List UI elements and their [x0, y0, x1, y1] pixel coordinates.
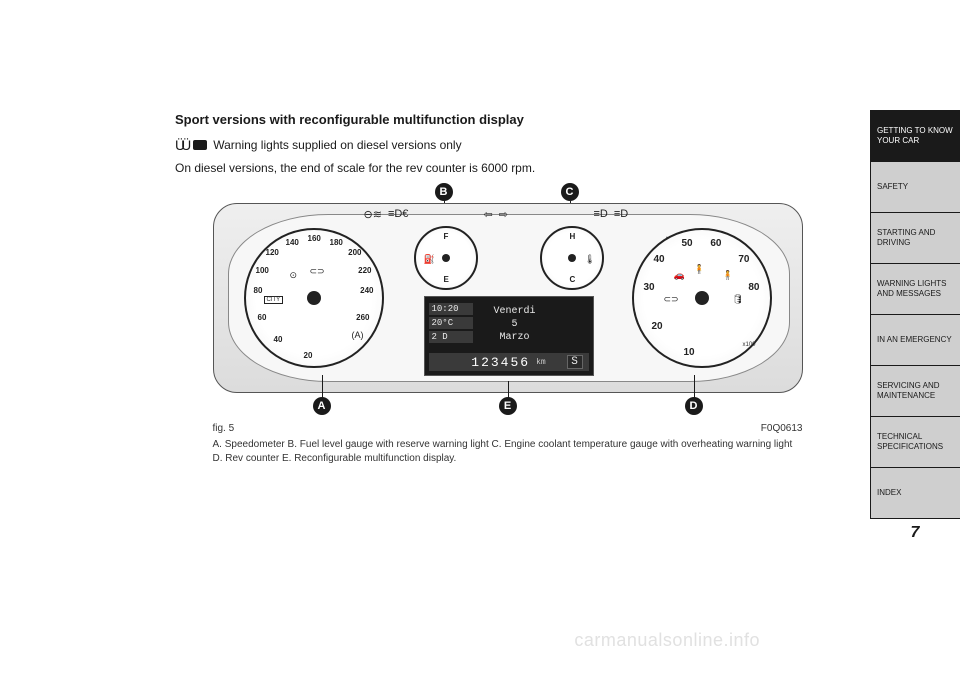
speedo-num: 120 [266, 248, 279, 257]
speedo-num: 220 [358, 266, 371, 275]
rear-fog-icon: ⊖≋ [364, 208, 382, 221]
temp-gauge: H C 🌡 [540, 226, 604, 290]
rev-counter: 10 20 30 40 50 60 70 80 x100 🚗 🧍 🧍 ⊂⊃ 🛢 [632, 228, 772, 368]
figure-code: F0Q0613 [761, 423, 803, 434]
oil-icon: 🛢 [732, 294, 743, 305]
speedo-num: 140 [286, 238, 299, 247]
fuel-full-label: F [444, 232, 449, 241]
instrument-cluster: ⊖≋ ≡D€ ⇦ ⇨ ≡D ≡D (P) △ 20 [213, 185, 803, 395]
display-time: 10:20 [429, 303, 473, 315]
speedo-num: 100 [256, 266, 269, 275]
tacho-num: 30 [644, 282, 655, 293]
warning-supplied-line: ÜÜ Warning lights supplied on diesel ver… [175, 137, 840, 153]
x100-label: x100 [742, 342, 755, 348]
tab-index[interactable]: INDEX [870, 467, 960, 519]
door-icon: 🚗 [674, 270, 685, 281]
indicator-group-right: ≡D ≡D [594, 208, 629, 220]
tacho-num: 70 [738, 254, 749, 265]
tacho-num: 60 [710, 238, 721, 249]
speedometer: 20 40 60 80 100 120 140 160 180 200 220 … [244, 228, 384, 368]
callout-a: A [313, 397, 331, 415]
tab-emergency[interactable]: IN AN EMERGENCY [870, 314, 960, 366]
tacho-num: 40 [654, 254, 665, 265]
temp-hot-label: H [570, 232, 576, 241]
tab-technical[interactable]: TECHNICAL SPECIFICATIONS [870, 416, 960, 468]
tab-safety[interactable]: SAFETY [870, 161, 960, 213]
page-content: Sport versions with reconfigurable multi… [0, 0, 870, 679]
abs-icon: (A) [352, 330, 364, 340]
indicator-group-left: ⊖≋ ≡D€ [364, 208, 409, 221]
multifunction-display: 10:20 20°C 2 D Venerdi 5 Marzo 123456 km [424, 296, 594, 376]
cluster-frame: ⊖≋ ≡D€ ⇦ ⇨ ≡D ≡D (P) △ 20 [213, 203, 803, 393]
tacho-num: 50 [682, 238, 693, 249]
warning-text: Warning lights supplied on diesel versio… [213, 138, 461, 152]
tacho-num: 10 [684, 347, 695, 358]
figure-label: fig. 5 [213, 423, 235, 434]
dial-center [695, 291, 709, 305]
water-in-fuel-icon [193, 140, 207, 150]
section-heading: Sport versions with reconfigurable multi… [175, 112, 840, 127]
speedo-num: 260 [356, 313, 369, 322]
dial-center [568, 254, 576, 262]
city-badge: CITY [264, 296, 284, 304]
sidelight-icon: ≡D [594, 208, 608, 220]
display-left-column: 10:20 20°C 2 D [429, 303, 473, 343]
speedo-num: 240 [360, 286, 373, 295]
fuel-empty-label: E [444, 275, 449, 284]
odometer-unit: km [536, 358, 546, 367]
speedo-num: 200 [348, 248, 361, 257]
display-odo-row: 123456 km S [429, 353, 589, 371]
figure-caption-row: fig. 5 F0Q0613 [213, 423, 803, 434]
display-distance: 2 D [429, 331, 473, 343]
tab-warning-lights[interactable]: WARNING LIGHTS AND MESSAGES [870, 263, 960, 315]
temp-cold-label: C [570, 275, 576, 284]
display-day: Venerdi [480, 305, 550, 318]
tacho-num: 20 [652, 321, 663, 332]
callout-line [322, 375, 323, 399]
callout-e: E [499, 397, 517, 415]
page-number: 7 [870, 524, 960, 542]
tab-getting-to-know[interactable]: GETTING TO KNOW YOUR CAR [870, 110, 960, 162]
tab-starting-driving[interactable]: STARTING AND DRIVING [870, 212, 960, 264]
speedo-num: 60 [258, 313, 267, 322]
turn-left-icon: ⇦ [484, 208, 493, 221]
watermark: carmanualsonline.info [574, 630, 760, 651]
instrument-cluster-figure: B C ⊖≋ ≡D€ ⇦ ⇨ ≡D [213, 185, 803, 465]
gear-indicator: S [567, 355, 583, 369]
speedo-num: 160 [308, 234, 321, 243]
figure-description: A. Speedometer B. Fuel level gauge with … [213, 438, 803, 465]
mil-icon: ⊂⊃ [310, 266, 325, 277]
callout-line [694, 375, 695, 399]
display-date: 5 [480, 318, 550, 331]
odometer-value: 123456 [471, 355, 530, 370]
fuel-icon: ⛽ [424, 254, 435, 265]
display-ambient-temp: 20°C [429, 317, 473, 329]
coolant-icon: 🌡 [584, 254, 595, 265]
turn-right-icon: ⇨ [499, 208, 508, 221]
side-tabs: GETTING TO KNOW YOUR CAR SAFETY STARTING… [870, 0, 960, 679]
speedo-num: 180 [330, 238, 343, 247]
display-center: Venerdi 5 Marzo [480, 305, 550, 344]
speedo-num: 80 [254, 286, 263, 295]
diesel-note: On diesel versions, the end of scale for… [175, 161, 840, 175]
speedo-num: 40 [274, 335, 283, 344]
indicator-turn-signals: ⇦ ⇨ [484, 208, 508, 221]
airbag-icon: 🧍 [694, 264, 705, 275]
display-month: Marzo [480, 331, 550, 344]
highbeam-icon: ≡D [614, 208, 628, 220]
callout-d: D [685, 397, 703, 415]
dial-center [307, 291, 321, 305]
fuel-gauge: F E ⛽ [414, 226, 478, 290]
engine-icon: ⊂⊃ [664, 294, 679, 305]
steering-icon: ⊙ [290, 270, 298, 281]
speedo-num: 20 [304, 351, 313, 360]
tacho-num: 80 [748, 282, 759, 293]
seatbelt-icon: 🧍 [722, 270, 733, 281]
tab-servicing[interactable]: SERVICING AND MAINTENANCE [870, 365, 960, 417]
glowplug-icon: ÜÜ [175, 137, 187, 153]
dial-center [442, 254, 450, 262]
front-fog-icon: ≡D€ [388, 208, 408, 221]
